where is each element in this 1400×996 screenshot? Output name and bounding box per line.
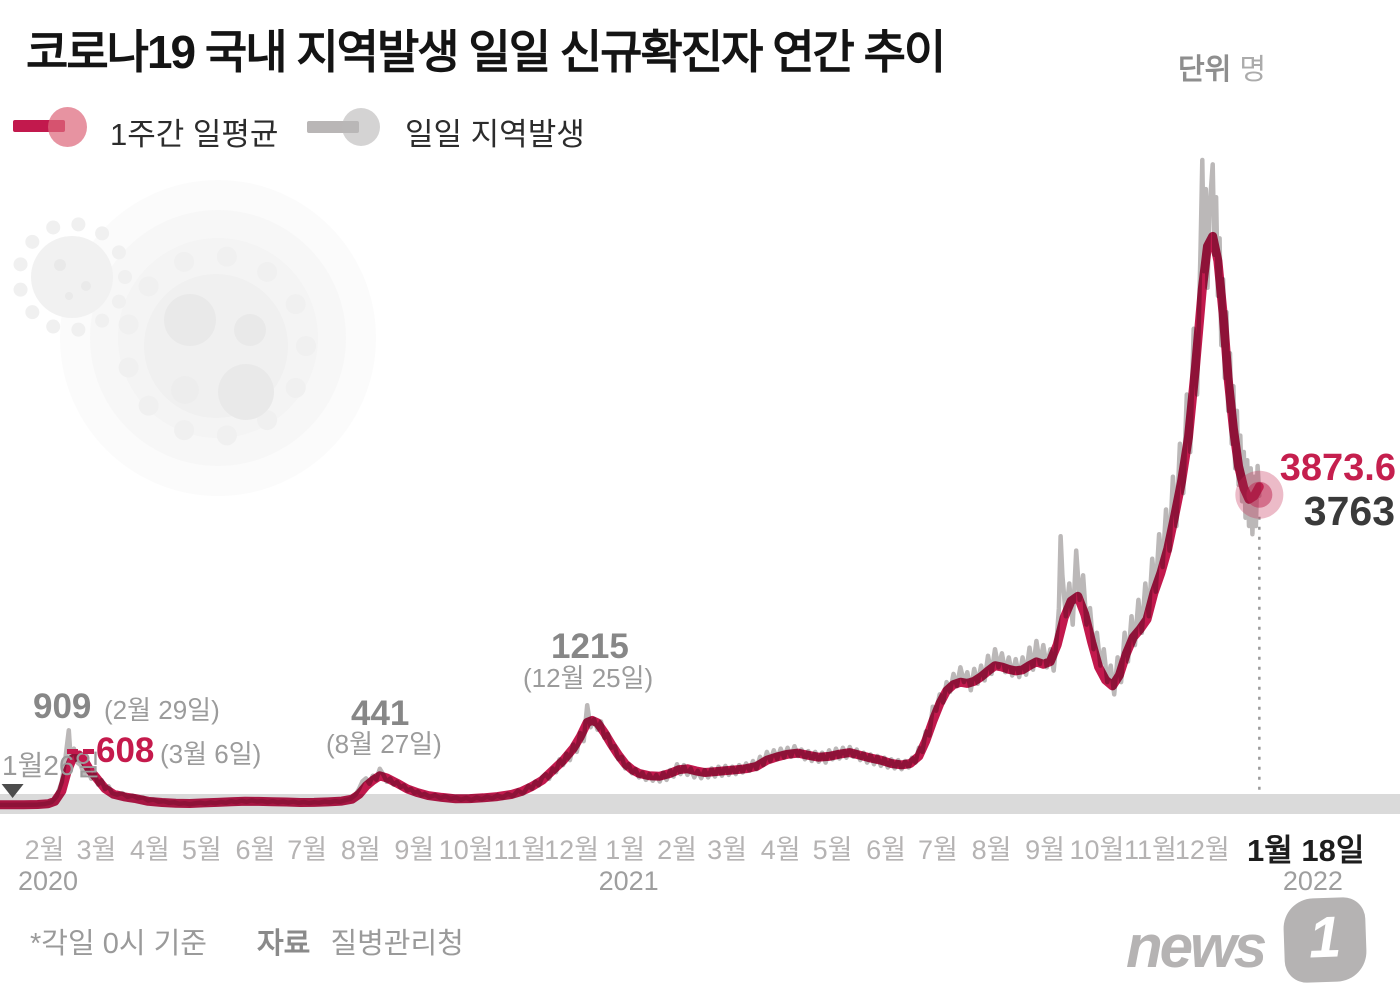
x-axis-year-label: 2022 [1282,866,1343,896]
x-axis-month-label: 8월 [340,835,381,865]
annotation-start-date: 1월26일 [2,750,101,781]
x-axis-month-label: 11월 [493,835,547,865]
source-name: 질병관리청 [330,928,464,960]
weekly-average-line [0,231,1264,810]
x-axis-month-label: 9월 [1025,835,1065,865]
annotation-third-wave-value: 1215 [551,627,629,666]
x-axis-month-label: 6월 [235,835,276,865]
x-axis-month-label: 5월 [181,835,222,865]
annotation-first-wave-date: (2월 29일) [104,695,220,725]
x-axis-month-label: 4월 [130,835,170,865]
x-axis-month-label: 7월 [917,835,958,865]
leader-dash [67,749,78,754]
legend-label-avg: 1주간 일평균 [110,117,279,152]
annotation-first-wave-avg-value: 608 [96,731,155,770]
source-label: 자료 [257,928,311,960]
x-axis-month-label: 9월 [394,835,435,865]
start-date-triangle-marker [1,784,24,798]
x-axis-month-label: 3월 [76,835,117,865]
x-axis-year-label: 2021 [598,866,659,896]
x-axis-month-label: 2월 [657,835,697,865]
legend: 1주간 일평균 일일 지역발생 [0,0,1400,160]
x-axis-month-label: 5월 [812,835,853,865]
x-axis-month-label: 10월 [438,835,494,865]
unit-caption: 단위 명 [1178,46,1266,88]
unit-label: 단위 [1178,54,1232,86]
page-title: 코로나19 국내 지역발생 일일 신규확진자 연간 추이 [26,26,946,78]
x-axis-month-label: 12월 [1174,835,1230,865]
x-axis-year-label: 2020 [17,866,79,896]
avg-dot-swatch [48,107,87,147]
x-axis-month-label: 11월 [1124,835,1177,865]
leader-dash [83,749,94,754]
annotation-latest-avg-value: 3873.6 [1279,447,1396,489]
annotation-second-wave-value: 441 [351,694,410,733]
annotation-first-wave-value: 909 [33,687,92,726]
latest-point-marker-core [1246,481,1273,508]
x-axis-month-label: 2월 [24,835,65,865]
annotation-first-wave-avg-date: (3월 6일) [160,739,262,769]
daily-dot-swatch [342,108,380,146]
footnote-row: *각일 0시 기준 자료 질병관리청 [30,920,464,962]
x-axis-month-label: 6월 [866,835,907,865]
x-axis-latest-date-label: 1월 18일 [1247,833,1365,868]
x-axis-month-label: 8월 [971,835,1012,865]
footnote-text: *각일 0시 기준 [30,928,207,960]
x-axis-month-label: 12월 [544,835,600,865]
x-axis-month-label: 10월 [1069,835,1125,865]
x-axis-month-label: 7월 [287,835,328,865]
news1-logo-badge: 1 [1282,896,1368,984]
x-axis-month-label: 1월 [605,835,646,865]
legend-label-daily: 일일 지역발생 [405,117,585,152]
news1-logo-text: news [1126,913,1267,980]
annotation-latest-daily-value: 3763 [1303,488,1395,534]
x-axis-month-label: 4월 [760,835,801,865]
x-axis-month-label: 3월 [707,835,748,865]
news1-logo-badge-number: 1 [1307,904,1343,971]
annotation-third-wave-date: (12월 25일) [523,663,654,693]
unit-value: 명 [1239,54,1267,86]
virus-watermark [13,180,376,496]
annotation-second-wave-date: (8월 27일) [326,729,442,759]
